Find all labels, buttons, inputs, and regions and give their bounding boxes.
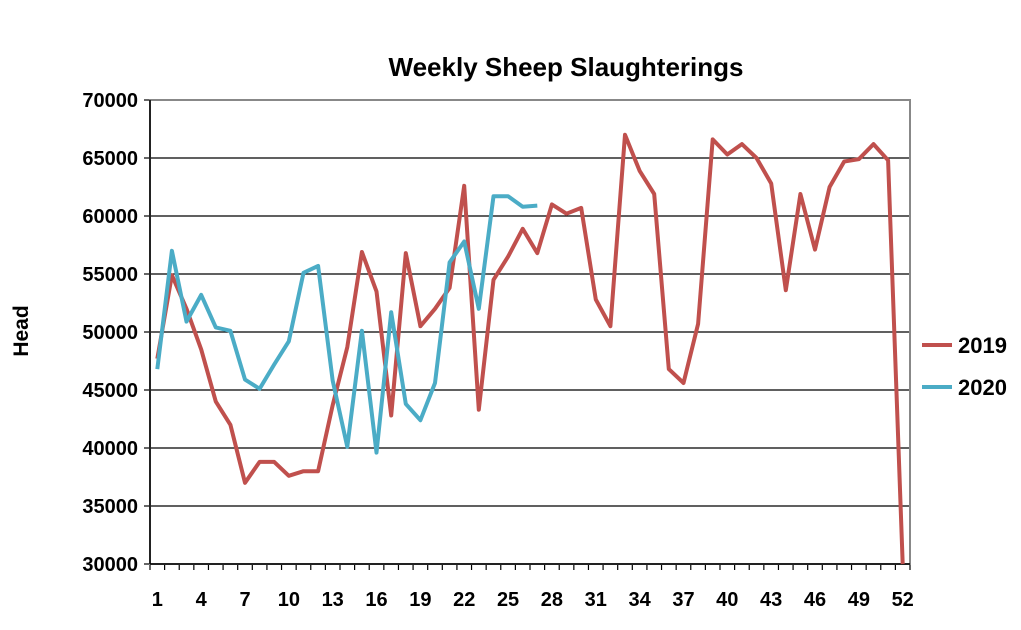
x-tick-label: 1	[152, 589, 163, 611]
x-tick-label: 13	[322, 589, 344, 611]
x-tick-label: 7	[239, 589, 250, 611]
y-tick-label: 65000	[82, 148, 138, 170]
y-axis-label: Head	[10, 305, 33, 356]
legend-label: 2020	[958, 375, 1007, 400]
x-tick-label: 46	[804, 589, 826, 611]
chart-title: Weekly Sheep Slaughterings	[389, 52, 744, 82]
x-tick-label: 34	[628, 589, 651, 611]
x-tick-label: 28	[541, 589, 563, 611]
x-tick-label: 19	[409, 589, 431, 611]
x-tick-label: 22	[453, 589, 475, 611]
x-tick-label: 16	[365, 589, 387, 611]
y-tick-label: 50000	[82, 322, 138, 344]
legend: 2019 2020	[922, 333, 1007, 400]
gridlines	[144, 99, 911, 570]
x-tick-label: 25	[497, 589, 519, 611]
x-tick-label: 40	[716, 589, 738, 611]
y-tick-label: 55000	[82, 264, 138, 286]
y-tick-label: 60000	[82, 206, 138, 228]
x-tick-label: 37	[672, 589, 694, 611]
series-line-2019	[155, 132, 905, 565]
x-tick-label: 4	[196, 589, 208, 611]
y-tick-label: 30000	[82, 554, 138, 576]
x-tick-label: 52	[892, 589, 914, 611]
series-lines	[155, 132, 905, 565]
y-tick-labels: 30000 35000 40000 45000 50000 55000 60000 65000…	[82, 90, 138, 576]
x-tick-label: 43	[760, 589, 782, 611]
series-line-2020	[155, 194, 538, 455]
y-tick-label: 40000	[82, 438, 138, 460]
y-tick-label: 45000	[82, 380, 138, 402]
legend-label: 2019	[958, 333, 1007, 358]
y-tick-label: 70000	[82, 90, 138, 112]
x-tick-label: 10	[278, 589, 300, 611]
x-tick-label: 49	[848, 589, 870, 611]
x-tick-labels: 1 4 7 10 13 16 19 22 25 28 31 34 37 40 43 46 49 52	[152, 589, 914, 611]
y-tick-label: 35000	[82, 496, 138, 518]
x-tick-label: 31	[585, 589, 607, 611]
